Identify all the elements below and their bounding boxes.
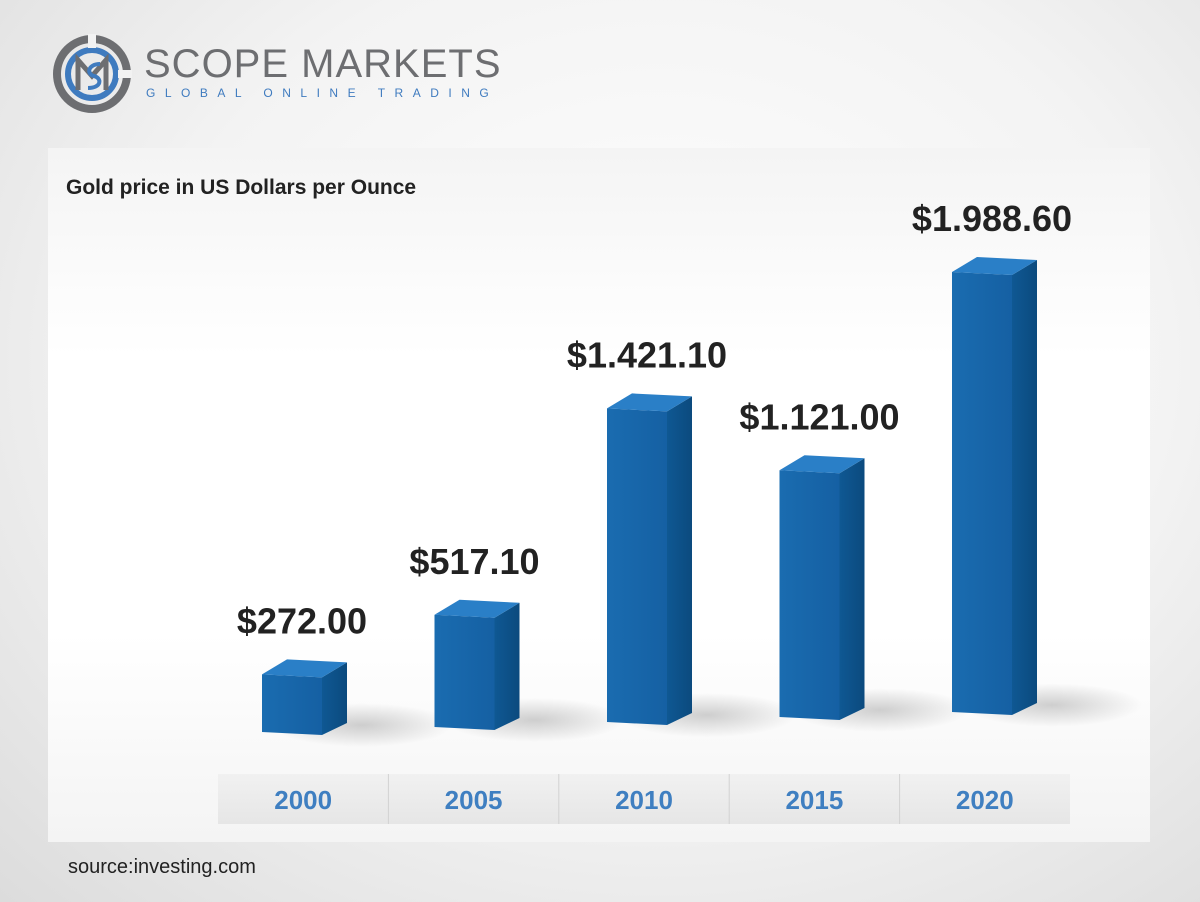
bar [434, 599, 520, 730]
bar-side [1012, 260, 1037, 715]
x-tick-label: 2005 [445, 785, 503, 815]
value-label: $1.121.00 [739, 396, 899, 437]
bar-front [607, 408, 667, 725]
x-tick-label: 2020 [956, 785, 1014, 815]
logo-tagline: GLOBAL ONLINE TRADING [146, 86, 499, 100]
year-strip [218, 774, 1070, 824]
bar-front [779, 470, 840, 720]
bar-front [952, 272, 1012, 715]
bar-top [607, 393, 692, 412]
value-label: $517.10 [409, 541, 539, 582]
x-tick-label: 2000 [274, 785, 332, 815]
scope-markets-logo-icon [53, 34, 132, 113]
scope-markets-logo: SCOPE MARKETS GLOBAL ONLINE TRADING [52, 34, 501, 114]
bar-side [839, 458, 865, 720]
category-axis-strip: 2000 2005 2010 2015 2020 [218, 774, 1070, 824]
value-label: $1.988.60 [912, 198, 1072, 239]
x-tick-label: 2010 [615, 785, 673, 815]
bar-top [262, 659, 347, 678]
bar [262, 659, 347, 735]
bar-top [952, 257, 1037, 275]
value-label: $272.00 [237, 600, 367, 641]
bar-top [779, 455, 865, 474]
chart-title: Gold price in US Dollars per Ounce [66, 176, 417, 199]
value-label: $1.421.10 [567, 334, 727, 375]
bar-front [262, 674, 322, 735]
bar [779, 455, 865, 720]
logo-name: SCOPE MARKETS [144, 42, 502, 86]
bar [607, 393, 692, 725]
value-labels: $272.00 $517.10 $1.421.10 $1.121.00 $1.988.6… [237, 198, 1072, 641]
bars [262, 257, 1037, 735]
source-note: source:investing.com [68, 856, 256, 878]
bar-front [434, 614, 495, 730]
bar-side [494, 602, 520, 730]
bar-top [434, 599, 520, 618]
bar-side [322, 662, 347, 735]
bar-side [667, 396, 692, 725]
x-tick-label: 2015 [785, 785, 843, 815]
bar [952, 257, 1037, 715]
